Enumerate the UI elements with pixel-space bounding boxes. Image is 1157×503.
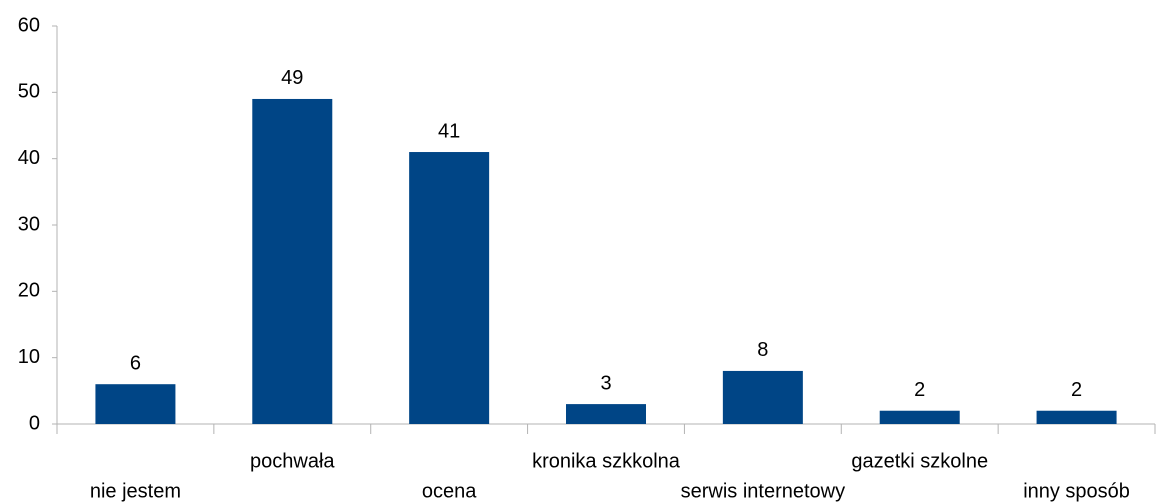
x-tick-label: inny sposób (1023, 480, 1130, 502)
y-tick-label: 0 (29, 412, 40, 434)
data-label: 8 (757, 339, 768, 361)
y-tick-label: 50 (18, 81, 40, 103)
y-tick-label: 60 (18, 14, 40, 36)
data-label: 6 (130, 352, 141, 374)
bar (252, 98, 333, 424)
bar (409, 152, 490, 425)
data-label: 49 (281, 67, 303, 89)
y-tick-label: 30 (18, 213, 40, 235)
x-tick-label: pochwała (250, 450, 335, 472)
x-tick-label: gazetki szkolne (851, 450, 988, 472)
bar (95, 384, 176, 424)
y-tick-label: 10 (18, 346, 40, 368)
data-label: 41 (438, 120, 460, 142)
data-label: 2 (1071, 379, 1082, 401)
x-tick-label: nie jestem (90, 480, 181, 502)
bar (879, 410, 960, 424)
y-tick-label: 20 (18, 280, 40, 302)
x-tick-label: ocena (422, 480, 477, 502)
data-label: 3 (600, 372, 611, 394)
x-tick-label: serwis internetowy (681, 480, 846, 502)
y-tick-label: 40 (18, 147, 40, 169)
bar (566, 404, 646, 424)
bar (1036, 410, 1117, 424)
bar (722, 370, 803, 424)
x-tick-label: kronika szkkolna (532, 450, 681, 472)
data-label: 2 (914, 379, 925, 401)
